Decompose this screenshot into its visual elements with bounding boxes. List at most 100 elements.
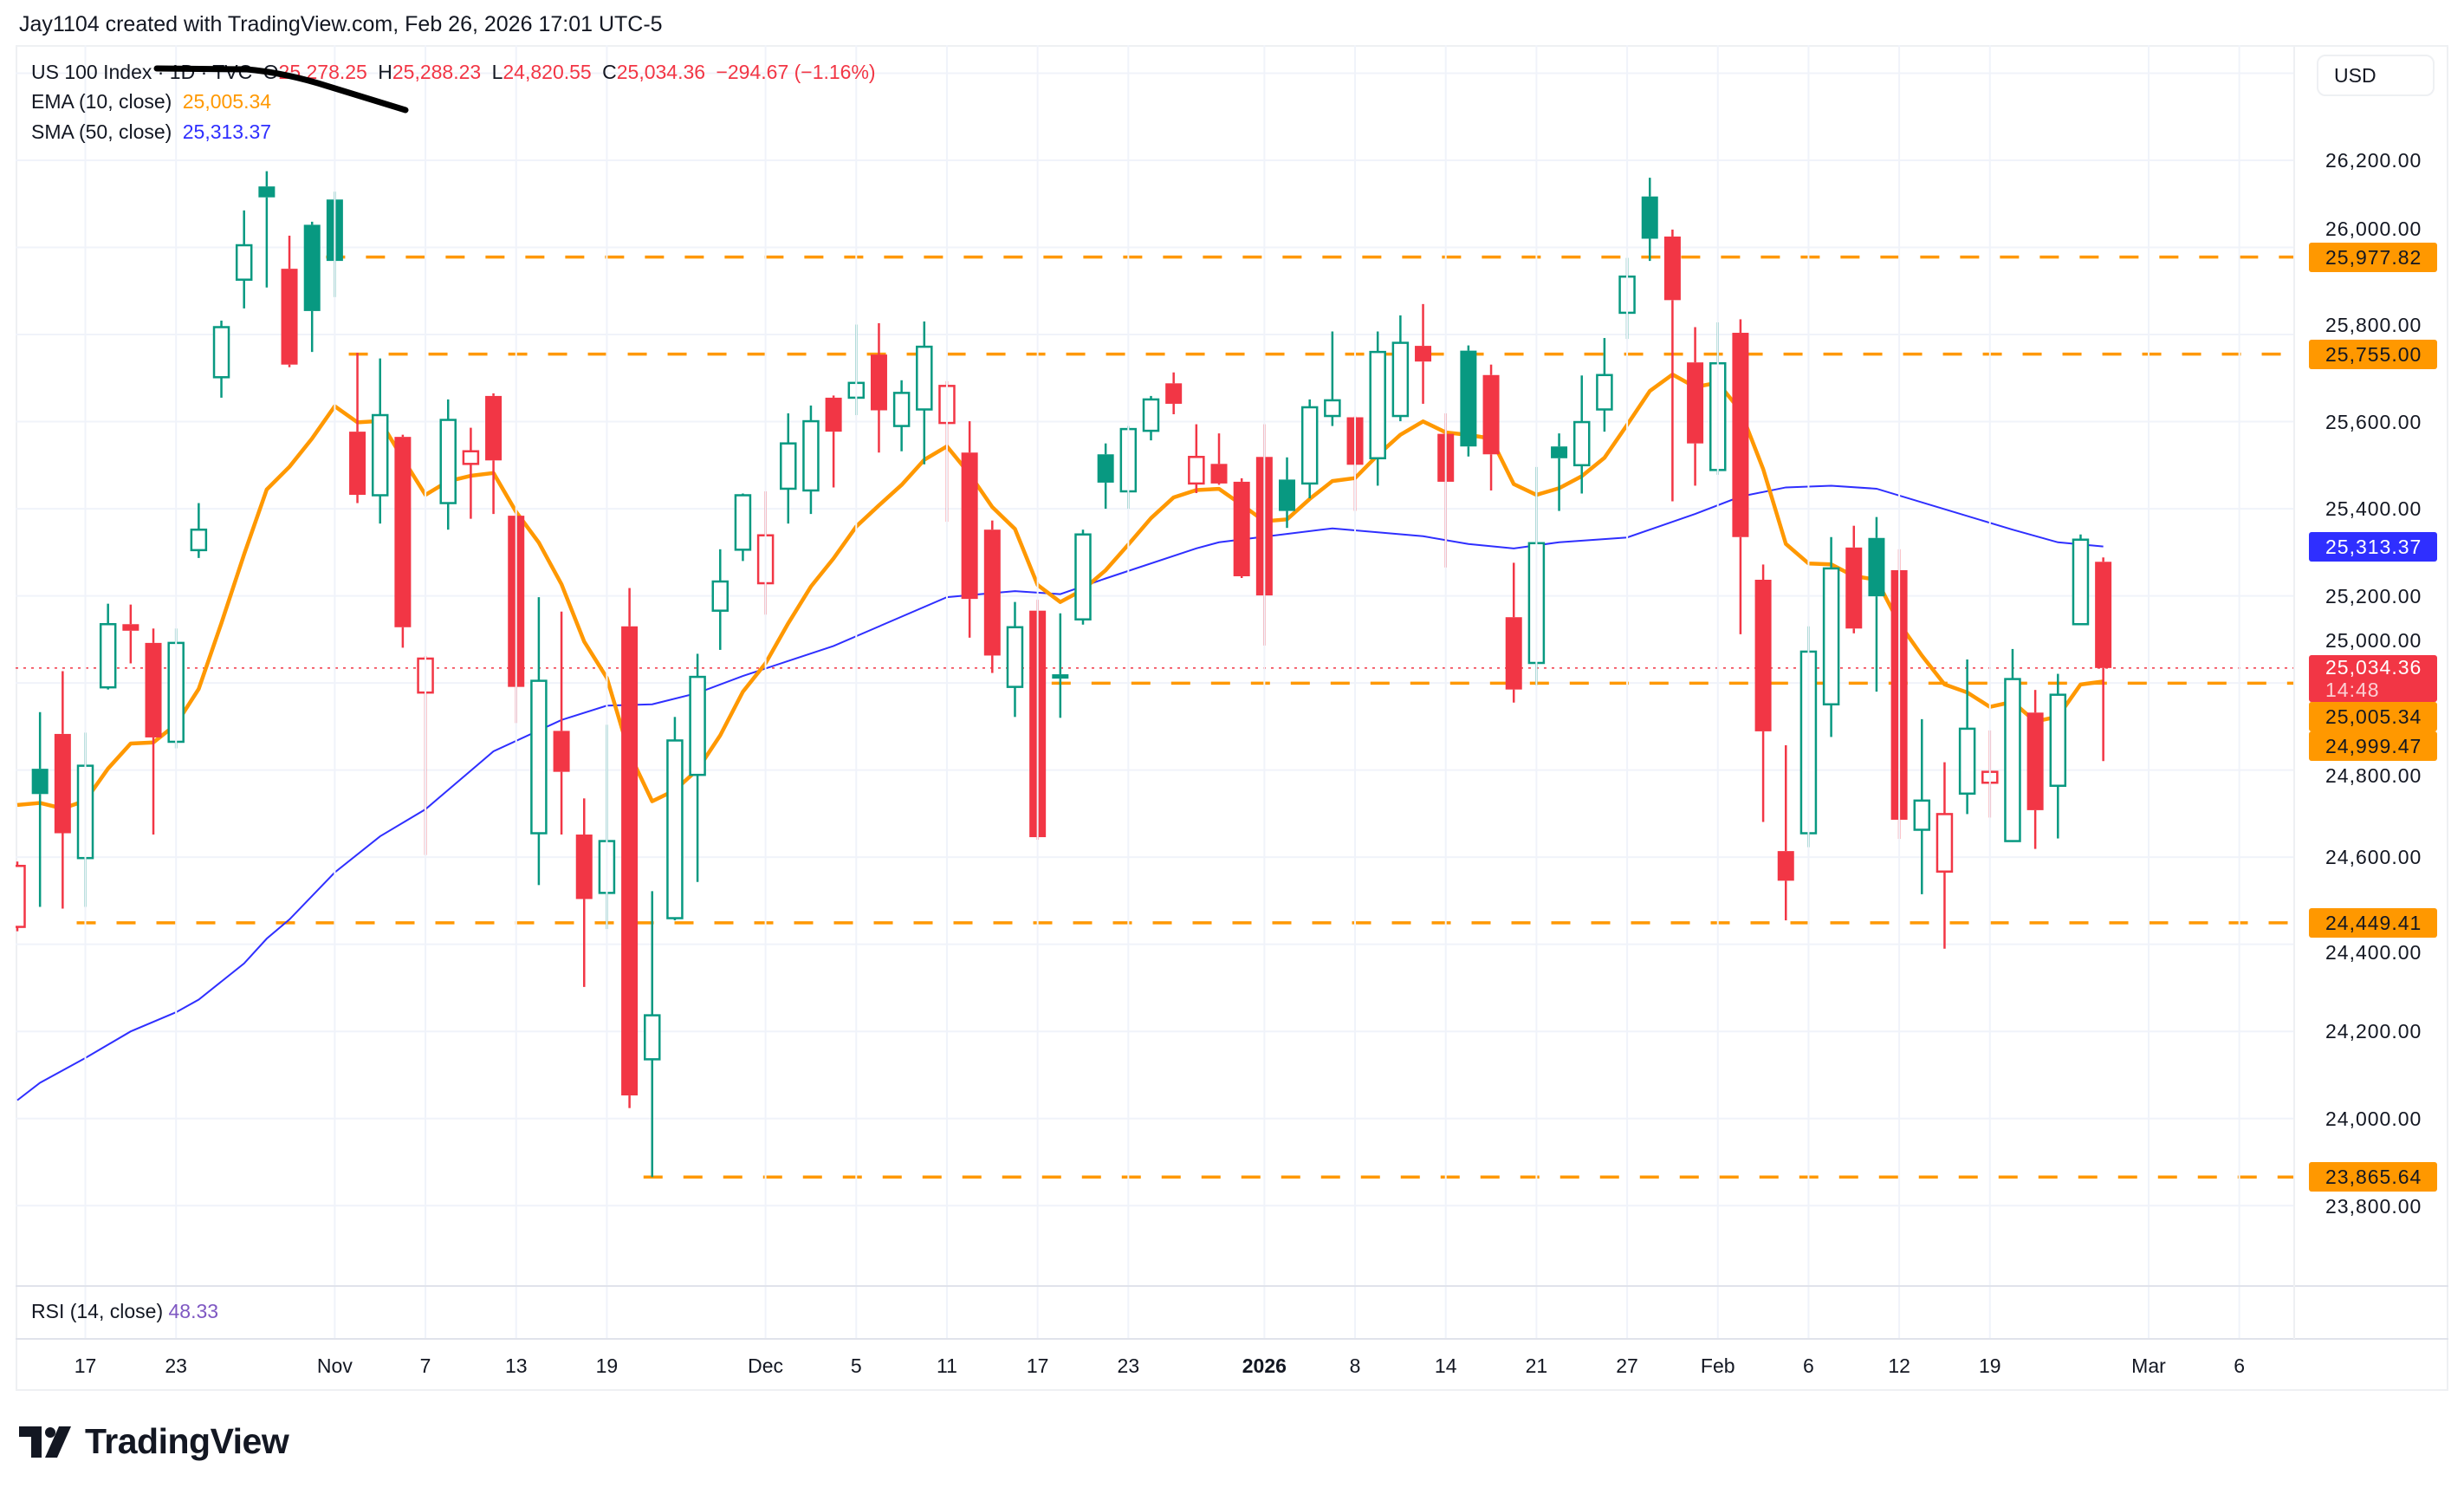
candle[interactable] [462,427,480,519]
candle-body [1233,481,1250,576]
candle[interactable] [1687,327,1704,486]
candle[interactable] [1572,375,1591,494]
candle[interactable] [1097,443,1114,510]
candle[interactable] [1596,338,1613,432]
candle-body [870,354,887,411]
candle[interactable] [349,353,366,503]
candle[interactable] [281,235,298,367]
candle[interactable] [1233,477,1250,578]
candle-body [485,395,503,461]
candle-body [1324,399,1341,418]
candle[interactable] [802,405,820,515]
price-tick-label: 24,000.00 [2325,1107,2422,1130]
time-tick-label: 14 [1434,1354,1457,1377]
candle[interactable] [1936,762,1954,949]
candle[interactable] [1006,601,1024,718]
candle[interactable] [1868,516,1885,692]
candle[interactable] [553,611,570,835]
candle[interactable] [1482,364,1500,490]
candle[interactable] [961,421,978,638]
candle[interactable] [1324,331,1341,426]
candle[interactable] [2049,673,2067,839]
candle-body [16,864,26,928]
sma-price-badge: 25,313.37 [2309,531,2437,562]
candle[interactable] [1142,395,1160,441]
candle[interactable] [644,891,661,1178]
candle[interactable] [983,520,1001,673]
candle[interactable] [258,171,276,288]
candle[interactable] [1845,525,1863,633]
candle[interactable] [1777,744,1794,921]
candle[interactable] [689,653,706,882]
candle[interactable] [2004,648,2021,842]
candle[interactable] [621,588,639,1108]
candle[interactable] [734,493,752,562]
ema-legend[interactable]: EMA (10, close) 25,005.34 [31,90,276,114]
candle[interactable] [212,320,230,398]
candle-body [394,437,412,627]
candle-body [1460,350,1477,447]
candle[interactable] [1415,303,1432,404]
candle[interactable] [1369,331,1386,486]
candle[interactable] [1188,424,1205,493]
candle[interactable] [711,549,729,650]
chart-frame [16,45,2448,1391]
candle[interactable] [99,603,117,690]
candle[interactable] [1279,457,1296,529]
candle[interactable] [394,434,412,648]
candle[interactable] [439,399,457,530]
candle[interactable] [1052,613,1069,718]
candle[interactable] [1958,659,1976,815]
candle[interactable] [1210,433,1228,485]
candle[interactable] [892,380,911,451]
candle[interactable] [303,221,321,353]
time-tick-label: 2026 [1242,1354,1287,1377]
candle[interactable] [145,628,162,835]
candle[interactable] [530,597,548,886]
candle[interactable] [235,210,253,309]
time-tick-label: 7 [419,1354,431,1377]
candle[interactable] [31,711,49,907]
candle[interactable] [1913,718,1931,894]
candle[interactable] [485,393,503,515]
tradingview-wordmark: TradingView [85,1421,289,1461]
candle-body [1572,420,1591,467]
candle[interactable] [1822,536,1840,737]
candle[interactable] [916,321,933,464]
candle[interactable] [2026,690,2044,849]
candle[interactable] [1165,372,1183,415]
candle[interactable] [666,717,684,921]
tradingview-logo-icon [19,1426,71,1458]
candle[interactable] [54,671,71,909]
tradingview-logo[interactable]: TradingView [19,1421,289,1462]
candle[interactable] [1505,562,1522,703]
candle[interactable] [1641,178,1658,262]
candle-body [1687,362,1704,444]
candle[interactable] [1754,564,1772,822]
candle-body [281,269,298,365]
candle[interactable] [190,503,208,558]
candle[interactable] [2095,557,2112,762]
candle[interactable] [1074,529,1092,625]
candle[interactable] [870,322,887,453]
candle[interactable] [2072,534,2090,626]
sma-legend[interactable]: SMA (50, close) 25,313.37 [31,120,276,144]
candle[interactable] [1663,229,1681,502]
candle[interactable] [371,358,389,524]
candle[interactable] [780,413,797,524]
rsi-legend[interactable]: RSI (14, close) 48.33 [31,1300,218,1323]
currency-button[interactable]: USD [2317,55,2435,96]
candle[interactable] [1391,315,1410,422]
candle[interactable] [825,395,842,488]
candle[interactable] [1300,399,1319,499]
time-tick-label: 5 [850,1354,862,1377]
candle[interactable] [122,604,139,664]
time-tick-label: 12 [1888,1354,1910,1377]
candle[interactable] [1551,433,1568,511]
candle[interactable] [1732,319,1749,634]
candle[interactable] [10,861,26,932]
candle[interactable] [575,798,593,987]
time-tick-label: 17 [1026,1354,1049,1377]
candle[interactable] [1460,345,1477,457]
